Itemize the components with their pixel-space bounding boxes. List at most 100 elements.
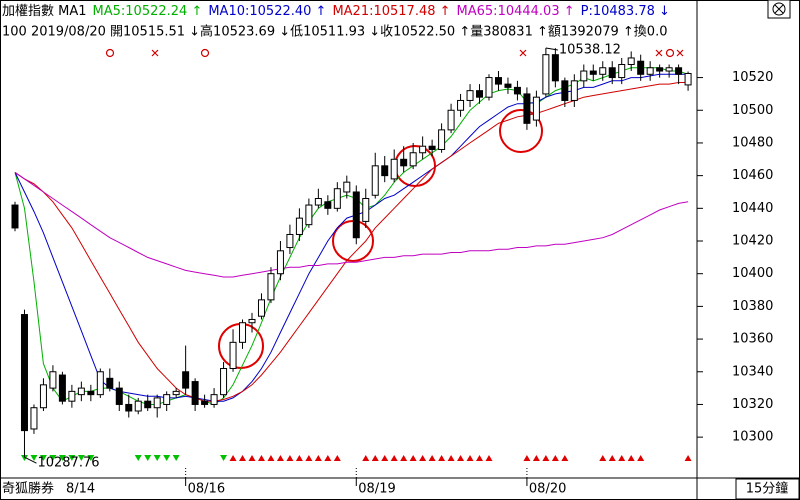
brand: 奇狐勝券 bbox=[2, 481, 54, 497]
candle-body bbox=[125, 403, 133, 412]
y-tick-label: 10520 bbox=[732, 70, 773, 85]
buy-signal bbox=[239, 455, 247, 461]
sell-signal bbox=[163, 455, 171, 461]
candle-body bbox=[30, 407, 38, 430]
buy-signal bbox=[419, 455, 427, 461]
candle-body bbox=[675, 67, 683, 75]
candle-body bbox=[513, 86, 521, 95]
header-indicator: MA21:10517.48 ↑ bbox=[332, 4, 450, 19]
signal-circle bbox=[200, 48, 210, 58]
buy-signal bbox=[532, 455, 540, 461]
buy-signal bbox=[447, 455, 455, 461]
buy-signal bbox=[618, 455, 626, 461]
candle-body bbox=[58, 374, 66, 402]
annotation-leader bbox=[545, 47, 558, 51]
y-tick-label: 10420 bbox=[732, 234, 773, 249]
icon-x[interactable] bbox=[774, 4, 784, 14]
x-tick-label: 08/16 bbox=[188, 482, 225, 497]
buy-signal bbox=[276, 455, 284, 461]
candle-body bbox=[257, 299, 265, 317]
candle-body bbox=[599, 67, 607, 75]
ma-line bbox=[14, 171, 689, 278]
candle-body bbox=[305, 204, 313, 226]
candle-body bbox=[172, 390, 180, 396]
buy-signal bbox=[684, 455, 692, 461]
candle-body bbox=[618, 63, 626, 79]
candle-body bbox=[684, 72, 692, 86]
sell-signal bbox=[68, 455, 76, 461]
candle-body bbox=[381, 165, 389, 177]
header-indicator: MA65:10444.03 ↑ bbox=[457, 4, 575, 19]
header-line: 加權指數 MA1 MA5:10522.24 ↑ MA10:10522.40 ↑ MA2… bbox=[2, 4, 670, 19]
candle-body bbox=[286, 233, 294, 249]
sell-signal bbox=[77, 455, 85, 461]
candle-body bbox=[220, 367, 228, 396]
signal-top bbox=[105, 48, 684, 58]
buy-signal bbox=[381, 455, 389, 461]
buy-signal bbox=[608, 455, 616, 461]
candle-body bbox=[627, 57, 635, 65]
buy-signal bbox=[371, 455, 379, 461]
candle-body bbox=[447, 109, 455, 131]
highlight bbox=[499, 109, 543, 153]
buy-signal bbox=[229, 455, 237, 461]
header-indicator: MA5:10522.24 ↑ bbox=[93, 4, 203, 19]
buy-signal bbox=[257, 455, 265, 461]
buy-signal bbox=[314, 455, 322, 461]
buy-signal bbox=[457, 455, 465, 461]
candle-body bbox=[637, 60, 645, 75]
buy-signal bbox=[409, 455, 417, 461]
y-tick-label: 10440 bbox=[732, 201, 773, 216]
icon-circle[interactable] bbox=[772, 2, 786, 16]
header-indicator: MA10:10522.40 ↑ bbox=[208, 4, 326, 19]
buy-signal bbox=[466, 455, 474, 461]
annotation-leader bbox=[24, 456, 37, 464]
candle-body bbox=[485, 77, 493, 98]
buy-signal bbox=[400, 455, 408, 461]
signal-circle bbox=[105, 48, 115, 58]
buy-signal bbox=[267, 455, 275, 461]
candle-body bbox=[182, 371, 190, 389]
sell-signal bbox=[144, 455, 152, 461]
candle-body bbox=[409, 152, 417, 167]
candle-body bbox=[646, 67, 654, 75]
x-tick-label: 8/14 bbox=[66, 482, 95, 497]
candle-body bbox=[551, 54, 559, 82]
candle-body bbox=[153, 397, 161, 409]
sell-signal bbox=[58, 455, 66, 461]
candle-body bbox=[608, 67, 616, 79]
candle-body bbox=[523, 93, 531, 124]
sell-signal bbox=[172, 455, 180, 461]
candle-body bbox=[276, 250, 284, 275]
close-icon[interactable] bbox=[767, 0, 791, 19]
candle-body bbox=[106, 377, 114, 389]
candle-body bbox=[210, 394, 218, 405]
signal-cross bbox=[676, 49, 684, 57]
candle-body bbox=[11, 204, 19, 229]
y-tick-label: 10460 bbox=[732, 168, 773, 183]
sell-signal bbox=[87, 455, 95, 461]
buy-signal bbox=[551, 455, 559, 461]
y-tick-label: 10340 bbox=[732, 364, 773, 379]
candle-body bbox=[68, 390, 76, 402]
candle-body bbox=[20, 314, 28, 432]
buy-signal bbox=[248, 455, 256, 461]
y-tick-label: 10320 bbox=[732, 397, 773, 412]
candle-body bbox=[580, 70, 588, 82]
buy-signal bbox=[599, 455, 607, 461]
y-tick-label: 10400 bbox=[732, 266, 773, 281]
candle-body bbox=[400, 158, 408, 167]
candle-body bbox=[77, 387, 85, 396]
candle-body bbox=[466, 90, 474, 101]
y-tick-label: 10360 bbox=[732, 332, 773, 347]
candle-body bbox=[239, 322, 247, 343]
candle-body bbox=[201, 400, 209, 405]
sell-signal bbox=[134, 455, 142, 461]
sell-signal bbox=[39, 455, 47, 461]
candle-body bbox=[163, 394, 171, 405]
sell-signal bbox=[30, 455, 38, 461]
signal-cross bbox=[519, 49, 527, 57]
buy-signal bbox=[305, 455, 313, 461]
buy-signal bbox=[390, 455, 398, 461]
